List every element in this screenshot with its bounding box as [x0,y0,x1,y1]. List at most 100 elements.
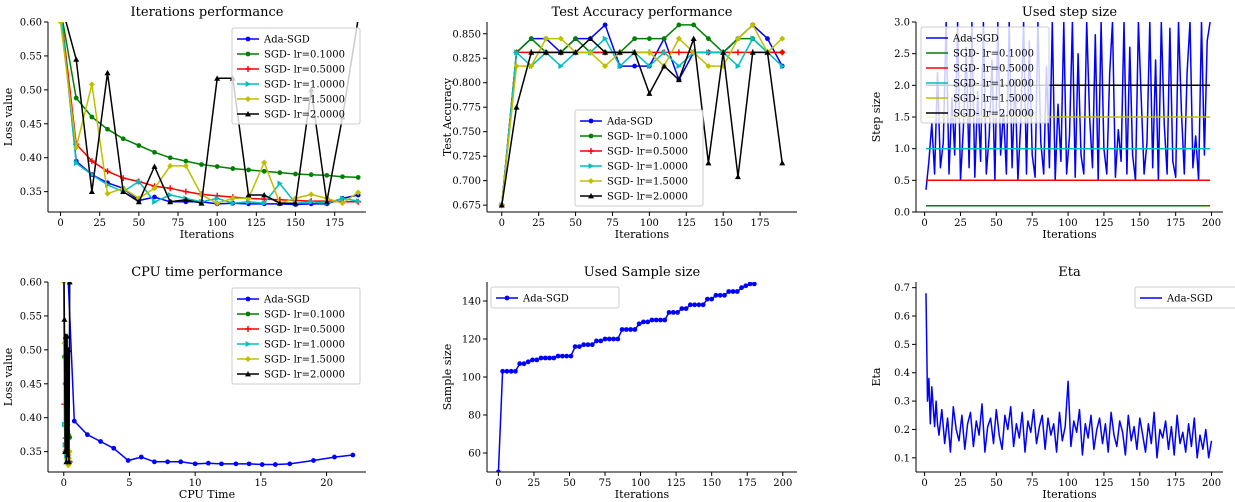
data-point [182,196,189,203]
series-line-0 [61,22,359,206]
y-tick-label: 2.0 [894,81,910,92]
chart-title: Iterations performance [131,5,284,20]
data-point [606,336,612,342]
data-point [89,114,95,120]
data-point [705,296,710,302]
legend-marker [245,326,251,332]
x-tick-label: 200 [773,478,792,489]
x-axis-label: Iterations [1042,228,1097,241]
y-tick-label: 1.0 [894,144,910,155]
data-point [666,310,672,315]
legend-label: SGD- lr=0.5000 [953,64,1034,75]
legend-label: SGD- lr=1.5000 [953,94,1034,105]
y-tick-label: 0.6 [894,312,910,323]
data-point [167,185,174,192]
data-point [750,35,756,42]
chart-title: Used step size [1022,5,1117,20]
data-point [513,368,518,374]
y-tick-label: 0.4 [894,368,910,379]
data-point [230,200,236,207]
data-point [73,160,80,167]
y-tick-label: 0.725 [452,152,481,163]
data-point [73,95,79,101]
legend-label: SGD- lr=0.5000 [264,65,345,76]
legend-marker [588,193,594,199]
data-point [632,327,638,332]
x-tick-label: 150 [1130,478,1149,489]
data-point [340,174,345,180]
data-point [542,355,548,361]
data-point [73,56,80,62]
data-point [662,317,668,323]
y-tick-label: 0.2 [894,425,910,436]
data-point [136,143,142,148]
x-tick-label: 175 [738,478,757,489]
legend-label: SGD- lr=0.5000 [607,147,688,158]
series-line-1 [62,22,359,179]
x-tick-label: 15 [255,478,268,489]
y-axis-label: Sample size [441,344,454,411]
legend-label: SGD- lr=2.0000 [953,109,1034,120]
plot-area [495,282,757,472]
data-point [764,49,771,55]
x-tick-label: 0 [61,478,67,489]
x-tick-label: 50 [569,218,582,229]
data-point [151,163,158,169]
data-point [706,36,711,42]
data-point [276,200,283,206]
data-point [543,35,550,42]
data-point [602,336,608,342]
series-line-3 [61,22,359,204]
data-point [594,338,599,344]
x-tick-label: 25 [528,478,541,489]
data-point [292,200,299,206]
legend-label: Ada-SGD [263,295,310,306]
legend-marker [504,295,510,301]
chart-title: Used Sample size [584,265,701,280]
legend-marker [245,356,251,362]
data-point [229,195,236,202]
y-tick-label: 0.45 [20,119,42,130]
data-point [646,63,653,70]
legend-label: Ada-SGD [952,34,999,45]
y-tick-label: 0.35 [20,447,42,458]
data-point [261,200,268,207]
data-point [355,198,362,205]
data-point [104,190,111,197]
series-line-0 [497,283,755,472]
data-point [277,180,283,187]
data-point [602,35,609,42]
data-point [734,173,741,180]
data-point [66,458,73,465]
data-point [690,35,697,42]
x-tick-label: 75 [172,218,185,229]
data-point [245,192,252,198]
data-point [691,22,697,28]
data-point [293,171,298,177]
y-tick-label: 0.40 [20,153,42,164]
y-tick-label: 0.60 [20,18,42,29]
data-point [214,164,220,169]
x-tick-label: 125 [667,478,686,489]
legend-label: Ada-SGD [606,117,653,128]
x-tick-label: 25 [532,218,545,229]
data-point [581,342,587,348]
data-point [58,6,63,11]
legend-marker [588,133,594,139]
data-point [700,302,706,308]
data-point [735,63,741,70]
x-tick-label: 175 [1166,478,1185,489]
data-point [779,63,786,70]
data-point [696,302,702,308]
data-point [676,63,682,70]
data-point [495,469,501,472]
data-point [632,36,638,42]
data-point [528,63,535,70]
data-point [219,461,224,467]
data-point [587,49,594,56]
y-tick-label: 80 [468,411,481,422]
data-point [730,289,736,294]
legend-box [490,286,620,309]
x-tick-label: 100 [640,218,659,229]
y-axis-label: Step size [870,92,883,142]
